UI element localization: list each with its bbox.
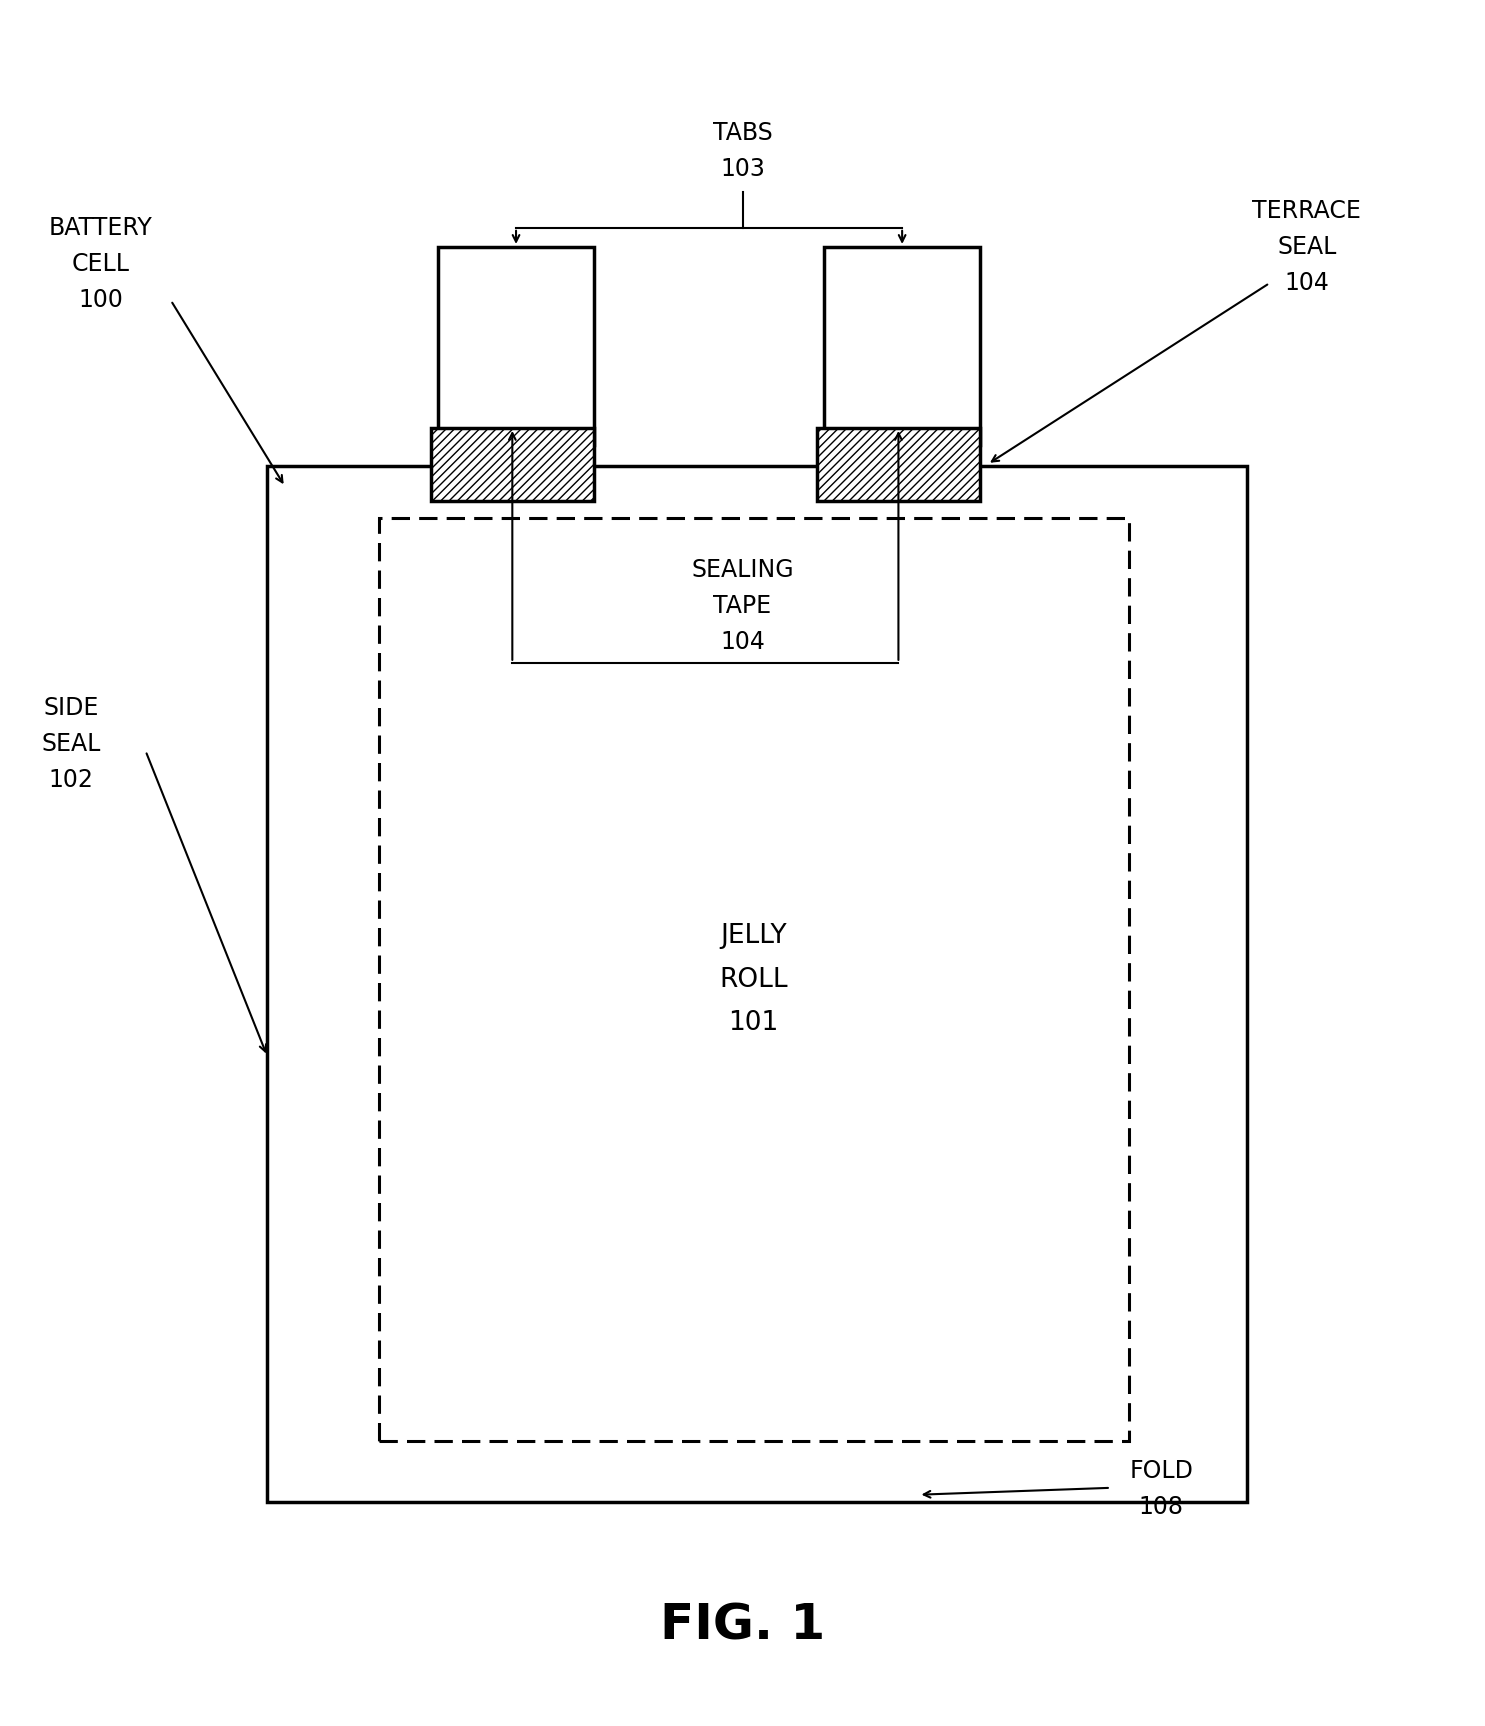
Bar [379, 518, 1129, 1441]
Text: TAPE: TAPE [713, 594, 772, 618]
Text: JELLY: JELLY [720, 923, 787, 949]
Text: FOLD: FOLD [1129, 1458, 1194, 1483]
Text: TABS: TABS [713, 121, 772, 145]
Text: BATTERY: BATTERY [49, 216, 153, 240]
Bar [824, 247, 980, 445]
Bar [817, 428, 980, 501]
Text: SEAL: SEAL [1277, 235, 1336, 259]
Text: CELL: CELL [71, 252, 131, 276]
Text: 104: 104 [1285, 271, 1329, 295]
Text: SEAL: SEAL [42, 732, 101, 756]
Bar [438, 247, 594, 445]
Text: ROLL: ROLL [719, 967, 789, 992]
Text: 108: 108 [1139, 1495, 1184, 1519]
Text: 103: 103 [720, 157, 765, 181]
Text: 104: 104 [720, 630, 765, 654]
Bar [267, 466, 1247, 1502]
Text: 102: 102 [49, 768, 94, 792]
Text: SEALING: SEALING [691, 557, 794, 582]
Bar [431, 428, 594, 501]
Text: FIG. 1: FIG. 1 [659, 1602, 826, 1650]
Text: 100: 100 [79, 288, 123, 312]
Text: TERRACE: TERRACE [1252, 198, 1362, 223]
Text: SIDE: SIDE [43, 696, 99, 720]
Text: 101: 101 [729, 1010, 778, 1036]
